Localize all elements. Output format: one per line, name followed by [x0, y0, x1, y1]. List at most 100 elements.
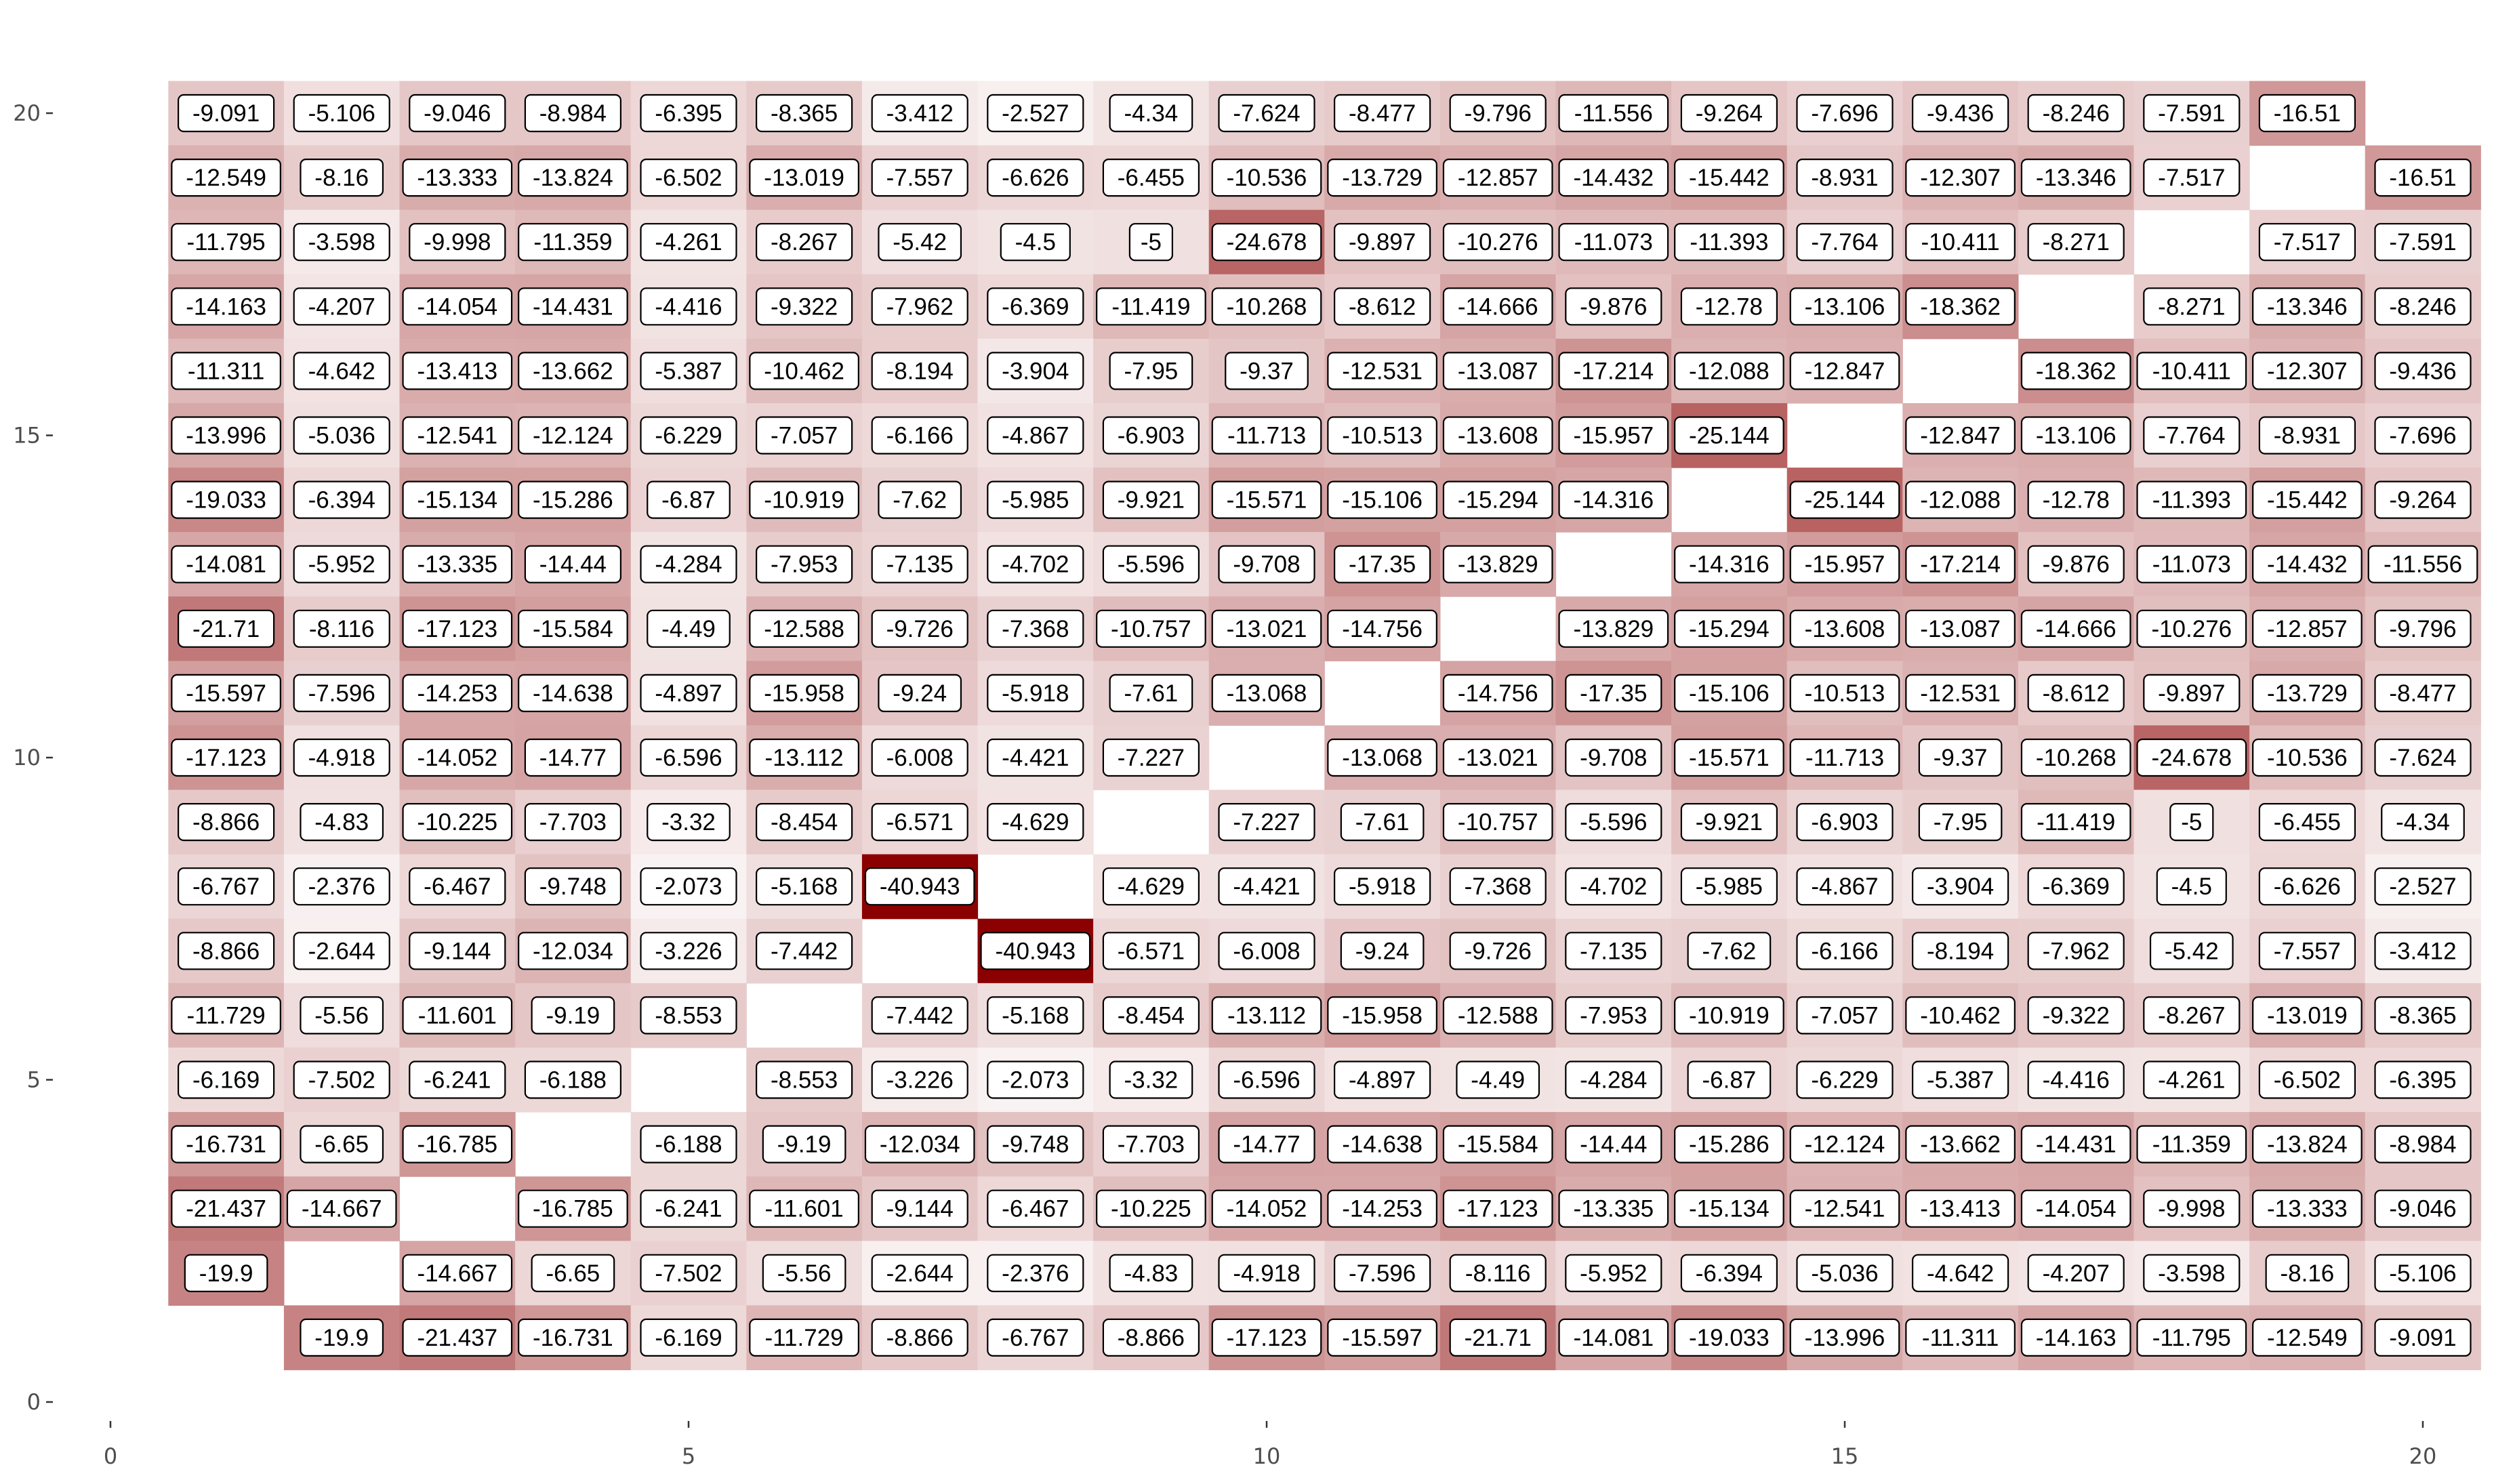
cell-label-box [2020, 159, 2131, 197]
cell-value-text: -7.953 [771, 552, 838, 578]
cell-label: -14.432 [1558, 159, 1669, 197]
cell-label: -12.124 [1789, 1125, 1900, 1163]
cell-label-box [871, 416, 968, 455]
cell-value-text: -6.467 [1002, 1196, 1069, 1222]
cell-label-box [1442, 159, 1553, 197]
cell-label-box [1327, 996, 1437, 1035]
cell-label: -15.584 [1442, 1125, 1553, 1163]
cell-label-box [1796, 1254, 1894, 1292]
cell-label: -14.638 [1327, 1125, 1437, 1163]
cell-value-text: -12.307 [2267, 358, 2348, 384]
cell-label-box [749, 1189, 859, 1228]
cell-value-text: -2.527 [1002, 100, 1069, 127]
cell-value-text: -14.667 [302, 1196, 382, 1222]
cell-label: -10.513 [1789, 674, 1900, 713]
cell-value-text: -11.729 [765, 1325, 844, 1351]
cell-value-text: -7.557 [886, 165, 954, 191]
cell-label-box [987, 94, 1084, 133]
cell-value-text: -4.918 [308, 745, 375, 771]
cell-value-text: -13.333 [2267, 1196, 2348, 1222]
cell-label: -9.322 [2027, 996, 2125, 1035]
cell-value-text: -2.376 [308, 873, 375, 900]
cell-value-text: -13.662 [533, 358, 613, 384]
cell-label: -10.462 [749, 352, 859, 390]
cell-label-box [1912, 94, 2009, 133]
cell-label-box [2143, 1189, 2241, 1228]
cell-label: -9.264 [2374, 480, 2472, 519]
cell-label-box [1674, 545, 1784, 583]
cell-label: -4.34 [1109, 94, 1193, 133]
cell-label-box [1456, 1060, 1540, 1099]
cell-label-box [293, 545, 390, 583]
cell-value-text: -4.416 [2043, 1067, 2110, 1094]
cell-label: -14.316 [1558, 480, 1669, 519]
cell-value-text: -11.311 [1922, 1325, 1999, 1351]
cell-label: -2.073 [987, 1060, 1084, 1099]
cell-label: -10.225 [402, 802, 513, 842]
cell-label: -14.054 [2020, 1189, 2131, 1228]
cell-label: -4.642 [293, 352, 390, 390]
cell-value-text: -6.502 [655, 165, 722, 191]
cell-label-box [1109, 674, 1193, 713]
cell-label: -10.276 [1442, 223, 1553, 262]
cell-value-text: -10.411 [2152, 358, 2231, 384]
cell-label: -16.731 [518, 1318, 628, 1357]
cell-value-text: -3.412 [886, 100, 954, 127]
cell-label-box [1442, 352, 1553, 390]
cell-label: -6.008 [1218, 932, 1315, 970]
cell-label: -13.824 [518, 159, 628, 197]
cell-label: -9.436 [1912, 94, 2009, 133]
cell-label: -10.268 [2020, 738, 2131, 777]
cell-value-text: -8.365 [771, 100, 838, 127]
cell-value-text: -9.24 [1355, 938, 1410, 964]
cell-label-box [402, 996, 513, 1035]
cell-value-text: -17.214 [1573, 358, 1654, 384]
cell-label: -6.166 [871, 416, 968, 455]
cell-label: -11.556 [2367, 545, 2478, 583]
cell-label: -12.531 [1327, 352, 1437, 390]
cell-label: -14.081 [171, 545, 281, 583]
cell-label-box [1565, 1060, 1662, 1099]
cell-value-text: -12.541 [1805, 1196, 1885, 1222]
cell-label: -12.549 [2252, 1318, 2363, 1357]
cell-value-text: -4.83 [1124, 1260, 1179, 1287]
cell-value-text: -11.393 [1690, 229, 1768, 255]
cell-value-text: -9.876 [1580, 293, 1647, 320]
cell-label: -4.629 [987, 802, 1084, 842]
cell-label-box [2027, 1060, 2125, 1099]
cell-label-box [524, 545, 622, 583]
cell-label: -4.421 [987, 738, 1084, 777]
cell-label-box [293, 932, 390, 970]
cell-label: -6.502 [2258, 1060, 2356, 1099]
cell-label-box [300, 802, 384, 842]
cell-value-text: -13.019 [2267, 1002, 2348, 1029]
cell-label-box [1211, 223, 1322, 262]
cell-label: -16.785 [402, 1125, 513, 1163]
cell-label-box [1789, 352, 1900, 390]
cell-label-box [293, 1060, 390, 1099]
cell-label: -6.008 [871, 738, 968, 777]
cell-label-box [1905, 1318, 2016, 1357]
cell-label: -25.144 [1789, 480, 1900, 519]
cell-label-box [640, 159, 737, 197]
cell-label-box [2020, 416, 2131, 455]
cell-label-box [1211, 1318, 1322, 1357]
cell-label: -14.316 [1674, 545, 1784, 583]
cell-value-text: -7.591 [2389, 229, 2456, 255]
cell-label-box [1789, 1318, 1900, 1357]
cell-value-text: -14.432 [1573, 165, 1654, 191]
cell-value-text: -13.335 [417, 552, 497, 578]
cell-label-box [987, 352, 1084, 390]
cell-label-box [2258, 223, 2356, 262]
cell-value-text: -15.957 [1573, 423, 1654, 449]
cell-label: -12.857 [1442, 159, 1553, 197]
cell-label: -9.046 [2374, 1189, 2472, 1228]
cell-label-box [871, 1060, 968, 1099]
cell-label: -16.51 [2374, 159, 2472, 197]
cell-label: -6.626 [987, 159, 1084, 197]
cell-value-text: -8.553 [655, 1002, 722, 1029]
cell-value-text: -15.134 [1689, 1196, 1770, 1222]
cell-label: -3.412 [2374, 932, 2472, 970]
cell-value-text: -9.046 [424, 100, 491, 127]
cell-value-text: -8.866 [192, 809, 260, 836]
